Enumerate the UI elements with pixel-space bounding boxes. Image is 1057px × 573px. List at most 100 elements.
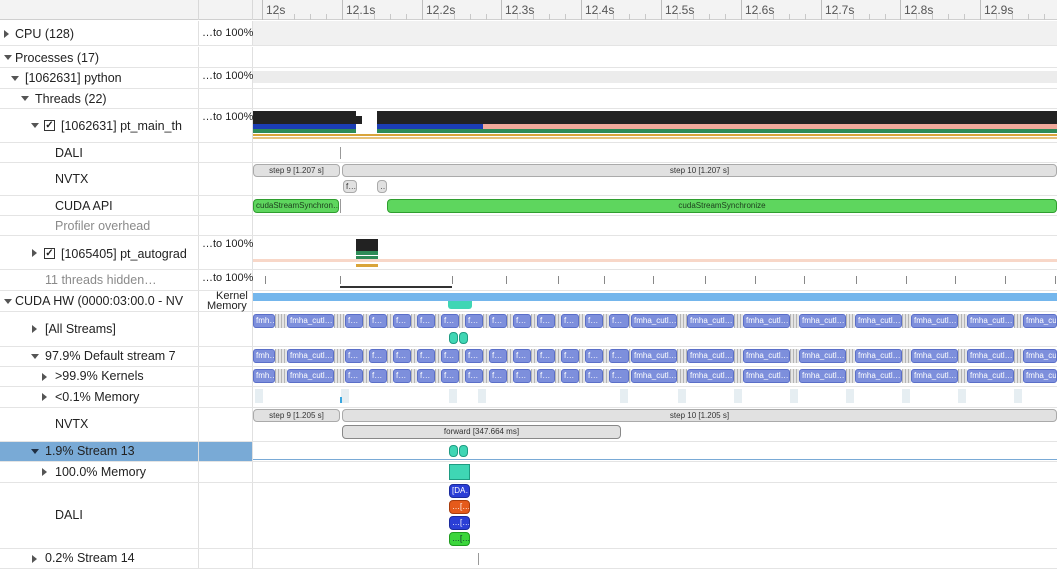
row-thread-pt-autograd[interactable]: ✓ [1065405] pt_autograd …to 100% xyxy=(0,236,1057,270)
memcpy-block[interactable] xyxy=(459,332,468,344)
expand-arrow-icon[interactable] xyxy=(32,249,37,257)
kernel-block[interactable]: fmha_cutl… xyxy=(799,314,846,328)
nvtx-range[interactable]: step 9 [1.205 s] xyxy=(253,409,340,422)
kernel-block[interactable]: fmha_cutl… xyxy=(743,349,790,363)
kernel-block[interactable]: fmha_cutl… xyxy=(1023,314,1057,328)
kernel-block[interactable]: fmh… xyxy=(253,314,275,328)
memory-op[interactable] xyxy=(902,389,910,403)
row-threads[interactable]: Threads (22) xyxy=(0,89,1057,109)
kernel-block[interactable]: fmha_cutl… xyxy=(855,314,902,328)
timeline-ruler[interactable]: 12s 12.1s 12.2s 12.3s 12.4s 12.5s 12.6s 12.7s 12… xyxy=(0,0,1057,20)
kernel-block[interactable]: fmha_cutl… xyxy=(287,369,334,383)
collapse-arrow-icon[interactable] xyxy=(4,55,12,60)
kernel-block[interactable]: f… xyxy=(417,314,435,328)
pt-main-lane[interactable] xyxy=(253,109,1057,142)
dali-range[interactable]: [DA… xyxy=(449,484,470,498)
row-kernels[interactable]: >99.9% Kernels fmh…fmha_cutl…f…f…f…f…f…f… xyxy=(0,367,1057,387)
kernel-block[interactable]: f… xyxy=(393,369,411,383)
kernel-block[interactable]: f… xyxy=(537,349,555,363)
kernel-block[interactable]: fmha_cutl… xyxy=(799,349,846,363)
memory-op[interactable] xyxy=(678,389,686,403)
kernel-block[interactable]: f… xyxy=(585,314,603,328)
kernel-block[interactable]: f… xyxy=(441,349,459,363)
expand-arrow-icon[interactable] xyxy=(32,325,37,333)
kernel-block[interactable]: fmha_cutl… xyxy=(687,349,734,363)
kernel-block[interactable]: f… xyxy=(369,369,387,383)
kernel-block[interactable]: f… xyxy=(609,369,629,383)
kernel-block[interactable]: f… xyxy=(441,369,459,383)
nvtx-range[interactable]: step 10 [1.207 s] xyxy=(342,164,1057,177)
expand-arrow-icon[interactable] xyxy=(32,555,37,563)
row-default-stream[interactable]: 97.9% Default stream 7 fmh…fmha_cutl…f…f… xyxy=(0,347,1057,367)
kernel-block[interactable]: f… xyxy=(417,349,435,363)
kernel-block[interactable]: fmh… xyxy=(253,349,275,363)
kernel-block[interactable]: f… xyxy=(537,314,555,328)
nvtx-range[interactable]: step 10 [1.205 s] xyxy=(342,409,1057,422)
memory-op[interactable] xyxy=(340,397,342,403)
expand-arrow-icon[interactable] xyxy=(4,30,9,38)
expand-arrow-icon[interactable] xyxy=(42,393,47,401)
kernel-block[interactable]: fmha_cutl… xyxy=(631,314,677,328)
kernel-block[interactable]: fmha_cutl… xyxy=(967,349,1014,363)
kernel-block[interactable]: f… xyxy=(393,349,411,363)
memory-op[interactable] xyxy=(341,389,349,403)
kernel-block[interactable]: fmha_cutl… xyxy=(1023,369,1057,383)
memory-op[interactable] xyxy=(958,389,966,403)
collapse-arrow-icon[interactable] xyxy=(31,354,39,359)
kernel-block[interactable]: f… xyxy=(345,314,363,328)
collapse-arrow-icon[interactable] xyxy=(31,123,39,128)
expand-arrow-icon[interactable] xyxy=(42,468,47,476)
kernel-block[interactable]: f… xyxy=(369,314,387,328)
kernel-block[interactable]: fmha_cutl… xyxy=(287,314,334,328)
row-processes[interactable]: Processes (17) xyxy=(0,47,1057,68)
kernel-block[interactable]: fmha_cutl… xyxy=(687,314,734,328)
kernel-block[interactable]: f… xyxy=(393,314,411,328)
kernel-block[interactable]: f… xyxy=(513,314,531,328)
memcpy-block[interactable] xyxy=(459,445,468,457)
nvtx-range[interactable]: f… xyxy=(343,180,357,193)
kernel-block[interactable]: f… xyxy=(417,369,435,383)
kernel-block[interactable]: f… xyxy=(489,349,507,363)
memory-op[interactable] xyxy=(478,389,486,403)
dali-range[interactable]: …[… xyxy=(449,500,470,514)
nvtx-range[interactable]: … xyxy=(377,180,387,193)
nvtx-range[interactable]: step 9 [1.207 s] xyxy=(253,164,340,177)
thread-checkbox[interactable]: ✓ xyxy=(44,120,55,131)
thread-checkbox[interactable]: ✓ xyxy=(44,248,55,259)
memory-op[interactable] xyxy=(449,389,457,403)
row-stream-14[interactable]: 0.2% Stream 14 xyxy=(0,549,1057,569)
kernel-block[interactable]: fmha_cutl… xyxy=(631,349,677,363)
row-stream-13[interactable]: 1.9% Stream 13 xyxy=(0,442,1057,462)
kernel-block[interactable]: f… xyxy=(561,369,579,383)
kernel-block[interactable]: f… xyxy=(465,349,483,363)
row-memory[interactable]: <0.1% Memory xyxy=(0,387,1057,408)
row-thread-pt-main[interactable]: ✓ [1062631] pt_main_th …to 100% xyxy=(0,109,1057,143)
row-all-streams[interactable]: [All Streams] fmh…fmha_cutl…f…f…f…f…f…f…… xyxy=(0,312,1057,347)
kernel-block[interactable]: f… xyxy=(465,369,483,383)
kernel-block[interactable]: f… xyxy=(585,349,603,363)
kernel-block[interactable]: f… xyxy=(489,369,507,383)
collapse-arrow-icon[interactable] xyxy=(21,96,29,101)
kernel-block[interactable]: f… xyxy=(513,369,531,383)
row-hidden-threads[interactable]: 11 threads hidden… …to 100% xyxy=(0,270,1057,291)
kernel-block[interactable]: f… xyxy=(345,349,363,363)
kernel-block[interactable]: f… xyxy=(489,314,507,328)
kernel-block[interactable]: fmha_cutl… xyxy=(967,314,1014,328)
row-cuda-api[interactable]: CUDA API cudaStreamSynchron… cudaStreamS… xyxy=(0,196,1057,216)
row-process-python[interactable]: [1062631] python …to 100% xyxy=(0,68,1057,89)
memory-op[interactable] xyxy=(255,389,263,403)
dali-range[interactable]: …[… xyxy=(449,532,470,546)
memcpy-block[interactable] xyxy=(449,332,458,344)
row-cpu[interactable]: CPU (128) …to 100% xyxy=(0,21,1057,46)
kernel-block[interactable]: f… xyxy=(441,314,459,328)
kernel-block[interactable]: fmh… xyxy=(253,369,275,383)
kernel-block[interactable]: fmha_cutl… xyxy=(1023,349,1057,363)
memcpy-block[interactable] xyxy=(449,445,458,457)
memory-op[interactable] xyxy=(1014,389,1022,403)
memory-op[interactable] xyxy=(620,389,628,403)
kernel-block[interactable]: fmha_cutl… xyxy=(687,369,734,383)
kernel-block[interactable]: fmha_cutl… xyxy=(743,369,790,383)
row-cuda-hw[interactable]: CUDA HW (0000:03:00.0 - NV Kernel Memory xyxy=(0,291,1057,312)
row-nvtx-hw[interactable]: NVTX step 9 [1.205 s] step 10 [1.205 s] … xyxy=(0,408,1057,442)
cuda-api-call[interactable]: cudaStreamSynchronize xyxy=(387,199,1057,213)
